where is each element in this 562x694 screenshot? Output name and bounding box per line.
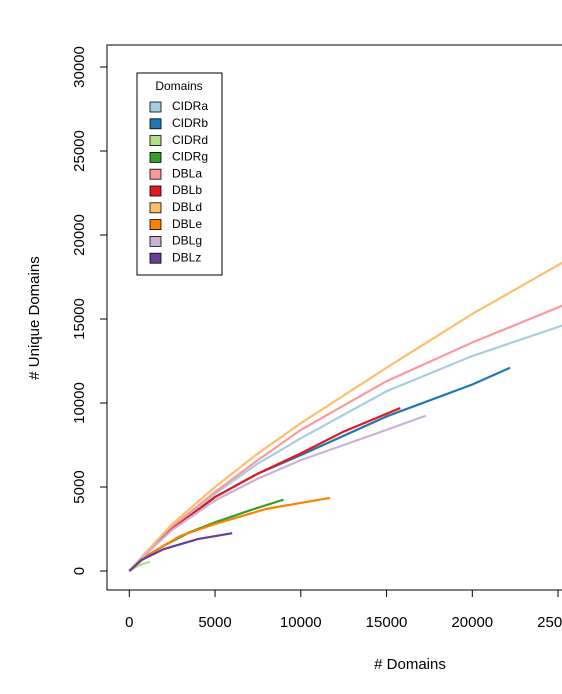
legend-label: CIDRg (172, 150, 208, 164)
legend-title: Domains (155, 79, 202, 93)
x-tick-label: 20000 (451, 614, 493, 631)
x-tick-label: 0 (125, 614, 133, 631)
x-tick-label: 15000 (366, 614, 408, 631)
x-tick-label: 25000 (537, 614, 562, 631)
series-line (128, 414, 427, 572)
series-line (128, 366, 511, 572)
series-line (128, 261, 562, 572)
legend-swatch (149, 118, 162, 130)
x-tick-label: 5000 (198, 614, 231, 631)
legend-label: DBLa (172, 166, 202, 180)
legend-label: DBLg (172, 234, 202, 248)
legend-label: CIDRa (172, 99, 208, 113)
legend-label: CIDRb (172, 116, 208, 130)
y-tick-label: 25000 (71, 130, 88, 172)
series-line (128, 532, 233, 572)
plot-frame (106, 44, 562, 591)
legend-label: DBLz (172, 250, 201, 264)
legend-swatch (149, 135, 162, 147)
y-tick-label: 10000 (71, 382, 88, 424)
legend-swatch (149, 168, 162, 180)
legend-swatch (149, 151, 162, 163)
legend-label: CIDRd (172, 133, 208, 147)
y-tick-label: 0 (71, 567, 88, 575)
x-axis-label: # Domains (374, 656, 446, 673)
legend-label: DBLe (172, 217, 202, 231)
y-axis-label: # Unique Domains (26, 256, 43, 379)
legend-swatch (149, 252, 162, 264)
x-tick-label: 10000 (280, 614, 322, 631)
y-tick-label: 20000 (71, 214, 88, 256)
legend-swatch (149, 235, 162, 247)
legend-swatch (149, 202, 162, 214)
y-tick-label: 30000 (71, 46, 88, 88)
legend-label: DBLd (172, 200, 202, 214)
legend-label: DBLb (172, 183, 202, 197)
legend-swatch (149, 185, 162, 197)
y-tick-label: 15000 (71, 298, 88, 340)
legend-swatch (149, 101, 162, 113)
series-line (128, 324, 562, 572)
legend-swatch (149, 219, 162, 231)
y-tick-label: 5000 (71, 470, 88, 503)
